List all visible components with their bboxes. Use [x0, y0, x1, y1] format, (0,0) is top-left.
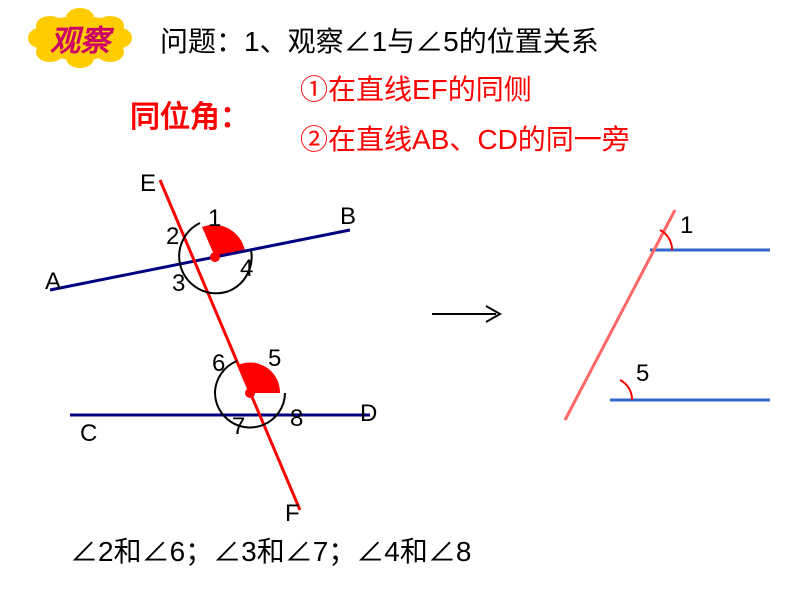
- observe-badge: 观察: [20, 8, 140, 68]
- rule-2: ②在直线AB、CD的同一旁: [300, 118, 630, 158]
- label-D: D: [360, 400, 377, 428]
- label-6: 6: [212, 350, 225, 378]
- label-3: 3: [172, 270, 185, 298]
- label-1: 1: [208, 205, 221, 233]
- arrow-icon: [430, 300, 510, 334]
- label-2: 2: [166, 223, 179, 251]
- label-B: B: [340, 203, 356, 231]
- badge-text: 观察: [50, 16, 110, 60]
- label-E: E: [140, 170, 156, 198]
- diagram-right: 1 5: [520, 200, 780, 440]
- question-text: 问题：1、观察∠1与∠5的位置关系: [160, 20, 599, 60]
- label-7: 7: [232, 413, 245, 441]
- term-label: 同位角：: [130, 92, 250, 136]
- diagram-left: A B C D E F 1 2 3 4 5 6 7 8: [40, 175, 420, 525]
- label-8: 8: [290, 405, 303, 433]
- label-r5: 5: [636, 360, 649, 388]
- label-4: 4: [240, 255, 253, 283]
- angle-pairs: ∠2和∠6；∠3和∠7；∠4和∠8: [70, 530, 471, 570]
- label-F: F: [285, 500, 300, 528]
- label-r1: 1: [680, 212, 693, 240]
- label-5: 5: [268, 345, 281, 373]
- label-A: A: [45, 268, 61, 296]
- label-C: C: [80, 420, 97, 448]
- rule-1: ①在直线EF的同侧: [300, 68, 532, 108]
